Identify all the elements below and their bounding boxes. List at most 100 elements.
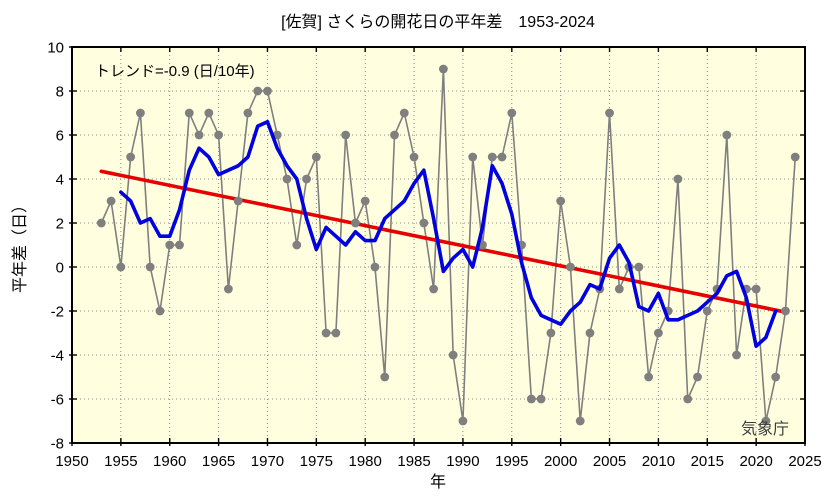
plot-border	[71, 46, 806, 444]
data-point	[702, 306, 712, 316]
x-tick-label: 2025	[788, 453, 821, 470]
data-point	[233, 196, 243, 206]
x-tick-label: 1990	[446, 453, 479, 470]
data-point	[311, 152, 321, 162]
data-point	[145, 262, 155, 272]
data-point	[693, 372, 702, 382]
data-point	[223, 284, 233, 294]
data-point	[253, 86, 263, 96]
data-point	[546, 328, 556, 338]
data-point	[487, 152, 497, 162]
data-point	[732, 350, 741, 360]
data-point	[214, 130, 224, 140]
data-point	[673, 174, 683, 184]
data-point	[204, 108, 214, 118]
data-point	[302, 174, 311, 184]
x-tick-label: 1995	[495, 453, 528, 470]
data-point	[497, 152, 507, 162]
y-tick-label: 8	[56, 84, 64, 101]
data-point	[341, 130, 351, 140]
data-point	[605, 108, 614, 118]
data-point	[536, 394, 546, 404]
x-tick-label: 1970	[251, 453, 284, 470]
x-tick-label: 2010	[642, 453, 675, 470]
data-point	[155, 306, 165, 316]
data-point	[429, 284, 439, 294]
data-point	[751, 284, 761, 294]
data-point	[771, 372, 781, 382]
trend-line	[99, 169, 788, 314]
data-point	[184, 108, 194, 118]
data-point	[165, 240, 175, 250]
data-point	[370, 262, 380, 272]
chart-title: [佐賀] さくらの開花日の平年差 1953-2024	[281, 13, 595, 31]
data-point	[448, 350, 458, 360]
data-point	[360, 196, 370, 206]
y-tick-label: 2	[56, 216, 64, 233]
axes-layer	[69, 46, 806, 446]
y-tick-label: 6	[56, 128, 64, 145]
y-tick-label: 10	[47, 40, 64, 57]
data-point	[96, 218, 106, 228]
data-point	[194, 130, 204, 140]
x-tick-label: 2005	[593, 453, 626, 470]
data-point	[507, 108, 517, 118]
data-point	[722, 130, 732, 140]
x-tick-label: 1960	[153, 453, 186, 470]
data-point	[263, 86, 272, 96]
x-tick-label: 1975	[300, 453, 333, 470]
data-point	[282, 174, 292, 184]
data-point	[399, 108, 409, 118]
data-point	[634, 262, 644, 272]
agency-credit: 気象庁	[741, 420, 789, 438]
data-point	[438, 64, 448, 74]
x-tick-label: 1980	[349, 453, 382, 470]
data-point	[644, 372, 654, 382]
data-point	[614, 284, 624, 294]
y-tick-label: -4	[51, 348, 64, 365]
data-point	[761, 416, 771, 426]
data-point	[380, 372, 390, 382]
data-point	[790, 152, 800, 162]
data-point	[468, 152, 478, 162]
data-point	[351, 218, 360, 228]
data-point	[136, 108, 145, 118]
x-tick-label: 2015	[691, 453, 724, 470]
data-point	[243, 108, 253, 118]
x-tick-label: 1955	[104, 453, 137, 470]
x-tick-label: 1985	[397, 453, 430, 470]
data-point	[585, 328, 595, 338]
y-tick-label: -8	[51, 436, 64, 453]
data-point	[654, 328, 663, 338]
data-point	[566, 262, 575, 272]
data-point	[321, 328, 331, 338]
data-point	[175, 240, 184, 250]
y-axis-title: 平年差（日）	[11, 197, 29, 293]
data-point	[458, 416, 468, 426]
y-tick-label: 4	[56, 172, 64, 189]
data-point	[116, 262, 126, 272]
x-tick-label: 1965	[202, 453, 235, 470]
series-layer	[96, 64, 800, 426]
data-point	[419, 218, 429, 228]
data-point	[292, 240, 302, 250]
data-point	[781, 306, 790, 316]
x-tick-label: 2020	[739, 453, 772, 470]
data-point	[556, 196, 566, 206]
data-point	[331, 328, 341, 338]
y-tick-label: -6	[51, 392, 64, 409]
trend-annotation: トレンド=-0.9 (日/10年)	[95, 63, 255, 80]
data-point	[683, 394, 693, 404]
x-axis-title: 年	[430, 473, 446, 491]
data-point	[106, 196, 116, 206]
data-point	[575, 416, 585, 426]
y-tick-label: 0	[56, 260, 64, 277]
x-tick-label: 2000	[544, 453, 577, 470]
data-point	[390, 130, 399, 140]
y-tick-label: -2	[51, 304, 64, 321]
running-mean-line	[119, 120, 778, 348]
data-point	[126, 152, 136, 162]
data-point	[526, 394, 536, 404]
